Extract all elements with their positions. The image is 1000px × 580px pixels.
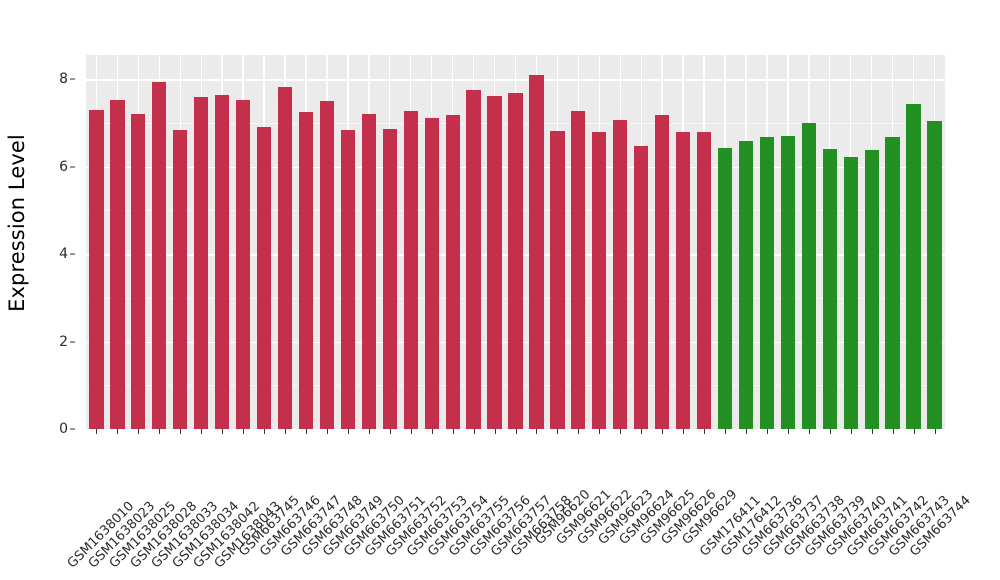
bar <box>571 110 586 429</box>
y-tick-mark <box>70 341 75 342</box>
bar <box>885 136 900 429</box>
y-axis-ticks: 0 2 4 6 8 <box>38 55 78 437</box>
y-tick-mark <box>70 428 75 430</box>
x-tick-mark <box>222 429 224 434</box>
x-tick-mark <box>871 429 873 434</box>
bar <box>675 132 691 429</box>
x-tick-mark <box>368 429 370 434</box>
x-tick-mark <box>913 429 915 434</box>
x-tick-mark <box>620 429 622 434</box>
bar <box>466 89 481 429</box>
bar <box>173 129 188 429</box>
bar <box>529 74 544 429</box>
bar <box>424 117 439 429</box>
bar <box>508 93 523 429</box>
bar <box>634 145 649 429</box>
y-tick-label: 4 <box>59 246 68 263</box>
bar <box>864 149 879 429</box>
bar <box>738 140 754 429</box>
x-tick-mark <box>704 429 706 434</box>
bar <box>319 100 335 429</box>
x-tick-mark <box>431 429 433 434</box>
x-tick-mark <box>766 429 768 434</box>
x-tick-mark <box>683 429 685 434</box>
x-tick-mark <box>536 429 538 434</box>
bar <box>801 122 816 429</box>
x-tick-mark <box>745 429 747 434</box>
x-tick-mark <box>473 429 475 434</box>
y-tick-mark <box>70 253 75 255</box>
x-tick-mark <box>934 429 936 434</box>
x-tick-mark <box>201 429 203 434</box>
x-tick-mark <box>641 429 643 434</box>
plot-panel <box>86 55 945 429</box>
bar <box>655 115 670 429</box>
x-tick-mark <box>243 429 245 434</box>
x-tick-mark <box>264 429 266 434</box>
bar <box>298 111 314 429</box>
bar <box>215 94 230 429</box>
bar <box>717 147 733 429</box>
x-tick-mark <box>117 429 119 434</box>
x-tick-mark <box>557 429 559 434</box>
bar <box>592 132 607 429</box>
x-tick-mark <box>326 429 328 434</box>
x-tick-mark <box>389 429 391 434</box>
bar <box>445 115 460 429</box>
y-tick-label: 8 <box>59 71 68 88</box>
bar <box>822 149 837 429</box>
y-tick-mark <box>70 78 75 80</box>
bar <box>613 120 628 429</box>
bar <box>152 82 167 429</box>
x-tick-mark <box>578 429 580 434</box>
x-tick-mark <box>180 429 182 434</box>
x-tick-mark <box>410 429 412 434</box>
bar <box>906 104 921 429</box>
bar <box>382 128 397 429</box>
x-axis-tick-marks <box>86 429 945 435</box>
bar <box>843 157 858 429</box>
x-axis-labels: GSM1638010 GSM1638023 GSM1638025 GSM1638028… <box>65 437 973 580</box>
bar <box>927 120 942 429</box>
y-axis-title-text: Expression Level <box>5 133 30 312</box>
y-tick-label: 6 <box>59 158 68 175</box>
x-tick-mark <box>452 429 454 434</box>
y-tick-mark <box>70 166 75 168</box>
bar <box>194 97 209 429</box>
x-tick-mark <box>515 429 517 434</box>
bar <box>236 99 251 429</box>
x-tick-mark <box>305 429 307 434</box>
bar <box>550 130 565 429</box>
x-tick-mark <box>725 429 726 434</box>
x-tick-mark <box>494 429 496 434</box>
x-tick-mark <box>138 429 140 434</box>
bar <box>759 136 775 429</box>
bar <box>487 95 502 429</box>
bar <box>110 99 125 429</box>
x-tick-mark <box>892 429 894 434</box>
x-tick-mark <box>96 429 98 434</box>
bar <box>696 132 712 429</box>
bar <box>277 86 293 429</box>
x-tick-mark <box>599 429 601 434</box>
x-tick-mark <box>285 429 287 434</box>
x-tick-mark <box>829 429 831 434</box>
bar <box>340 130 355 429</box>
x-tick-mark <box>347 429 349 434</box>
bar <box>361 114 376 429</box>
y-tick-label: 2 <box>59 333 68 350</box>
x-tick-mark <box>808 429 810 434</box>
y-axis-title: Expression Level <box>0 0 34 445</box>
x-tick-mark <box>787 429 789 434</box>
bar <box>780 135 795 429</box>
x-tick-mark <box>159 429 161 434</box>
x-tick-mark <box>850 429 852 434</box>
bar <box>403 111 418 429</box>
y-tick-label: 0 <box>59 421 68 437</box>
bar <box>89 109 104 429</box>
x-tick-mark <box>662 429 664 434</box>
bar <box>256 126 272 429</box>
bar <box>131 114 146 429</box>
